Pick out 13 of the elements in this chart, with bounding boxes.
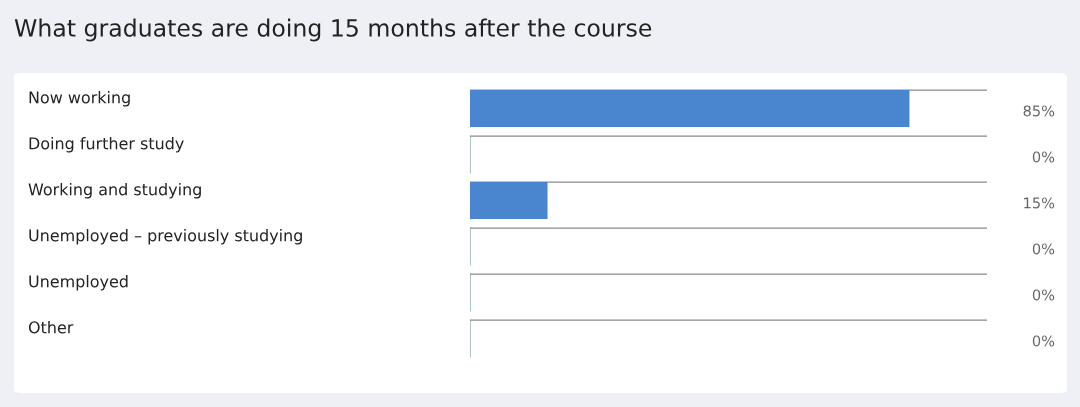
- data-label: 0%: [1032, 289, 1055, 301]
- y-tick-label: Unemployed – previously studying: [29, 229, 302, 245]
- y-tick-label: Doing further study: [29, 137, 184, 153]
- y-tick-label: Other: [28, 321, 74, 334]
- y-tick-label: Unemployed: [29, 275, 128, 291]
- y-tick-label: Now working: [29, 91, 130, 107]
- y-tick-label: Working and studying: [28, 183, 201, 199]
- chart-title: What graduates are doing 15 months after the course: [14, 18, 652, 42]
- data-label: 0%: [1032, 335, 1055, 347]
- data-label: 85%: [1023, 105, 1055, 117]
- data-label: 0%: [1032, 243, 1055, 255]
- data-label: 15%: [1024, 197, 1055, 209]
- data-label: 0%: [1032, 151, 1055, 163]
